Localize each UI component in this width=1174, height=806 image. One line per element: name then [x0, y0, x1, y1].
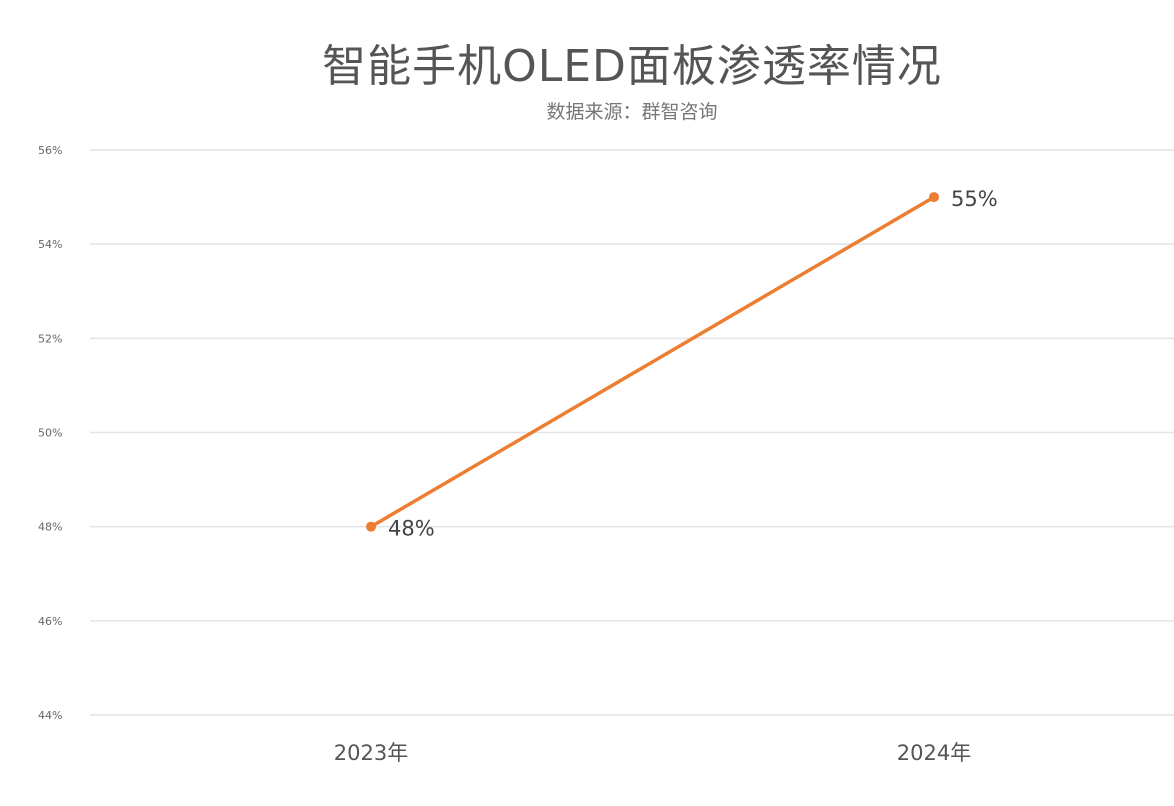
gridlines [90, 149, 1174, 716]
x-tick-label: 2023年 [334, 741, 408, 765]
y-tick-label: 44% [38, 709, 62, 722]
chart-title: 智能手机OLED面板渗透率情况 [322, 41, 942, 92]
y-tick-label: 54% [38, 238, 62, 251]
data-label: 55% [951, 187, 998, 211]
series-line [369, 195, 936, 529]
x-tick-label: 2024年 [897, 741, 971, 765]
data-point [366, 521, 376, 532]
data-labels: 48% 55% [388, 187, 998, 541]
series-layer [366, 192, 939, 532]
data-label: 48% [388, 517, 435, 541]
y-tick-label: 48% [38, 521, 62, 534]
y-tick-label: 50% [38, 427, 62, 440]
y-tick-label: 52% [38, 332, 62, 345]
x-axis-tick-labels: 2023年 2024年 [334, 741, 971, 765]
y-tick-label: 56% [38, 144, 62, 157]
data-point [929, 192, 939, 203]
y-tick-label: 46% [38, 615, 62, 628]
chart-subtitle: 数据来源：群智咨询 [546, 101, 718, 123]
y-axis-tick-labels: 56% 54% 52% 50% 48% 46% 44% [38, 144, 62, 722]
